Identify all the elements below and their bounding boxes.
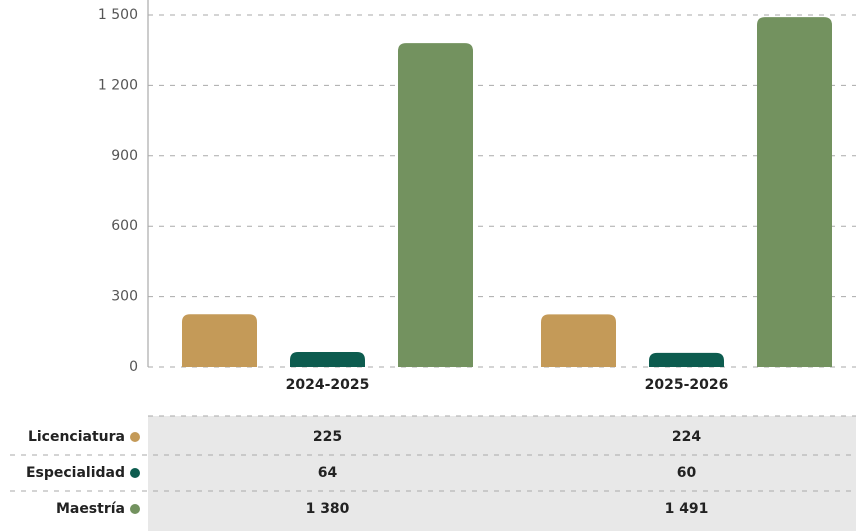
table-cell: 64	[318, 465, 338, 481]
bar	[541, 314, 616, 367]
bar	[649, 353, 724, 367]
y-tick-label: 600	[111, 218, 138, 234]
legend-label: Especialidad	[26, 465, 125, 481]
chart: 0 300 600 900 1 200 1 500 2024-2025 2025-2026 Li…	[0, 0, 856, 531]
legend-marker	[130, 504, 140, 514]
legend-marker	[130, 468, 140, 478]
table-cell: 224	[672, 429, 701, 445]
y-tick-label: 0	[129, 359, 138, 375]
y-tick-label: 1 500	[98, 7, 138, 23]
x-tick-label: 2024-2025	[286, 377, 370, 393]
legend-marker	[130, 432, 140, 442]
bar	[182, 314, 257, 367]
bar	[757, 17, 832, 367]
table-cell: 1 491	[665, 501, 709, 517]
legend-label: Maestría	[56, 501, 125, 517]
table-cell: 1 380	[306, 501, 350, 517]
x-tick-label: 2025-2026	[645, 377, 729, 393]
table-cell: 225	[313, 429, 342, 445]
bar	[398, 43, 473, 367]
table-background	[148, 416, 856, 531]
y-tick-label: 1 200	[98, 77, 138, 93]
bar	[290, 352, 365, 367]
y-tick-label: 300	[111, 289, 138, 305]
y-tick-label: 900	[111, 148, 138, 164]
table-cell: 60	[677, 465, 697, 481]
legend-label: Licenciatura	[28, 429, 125, 445]
